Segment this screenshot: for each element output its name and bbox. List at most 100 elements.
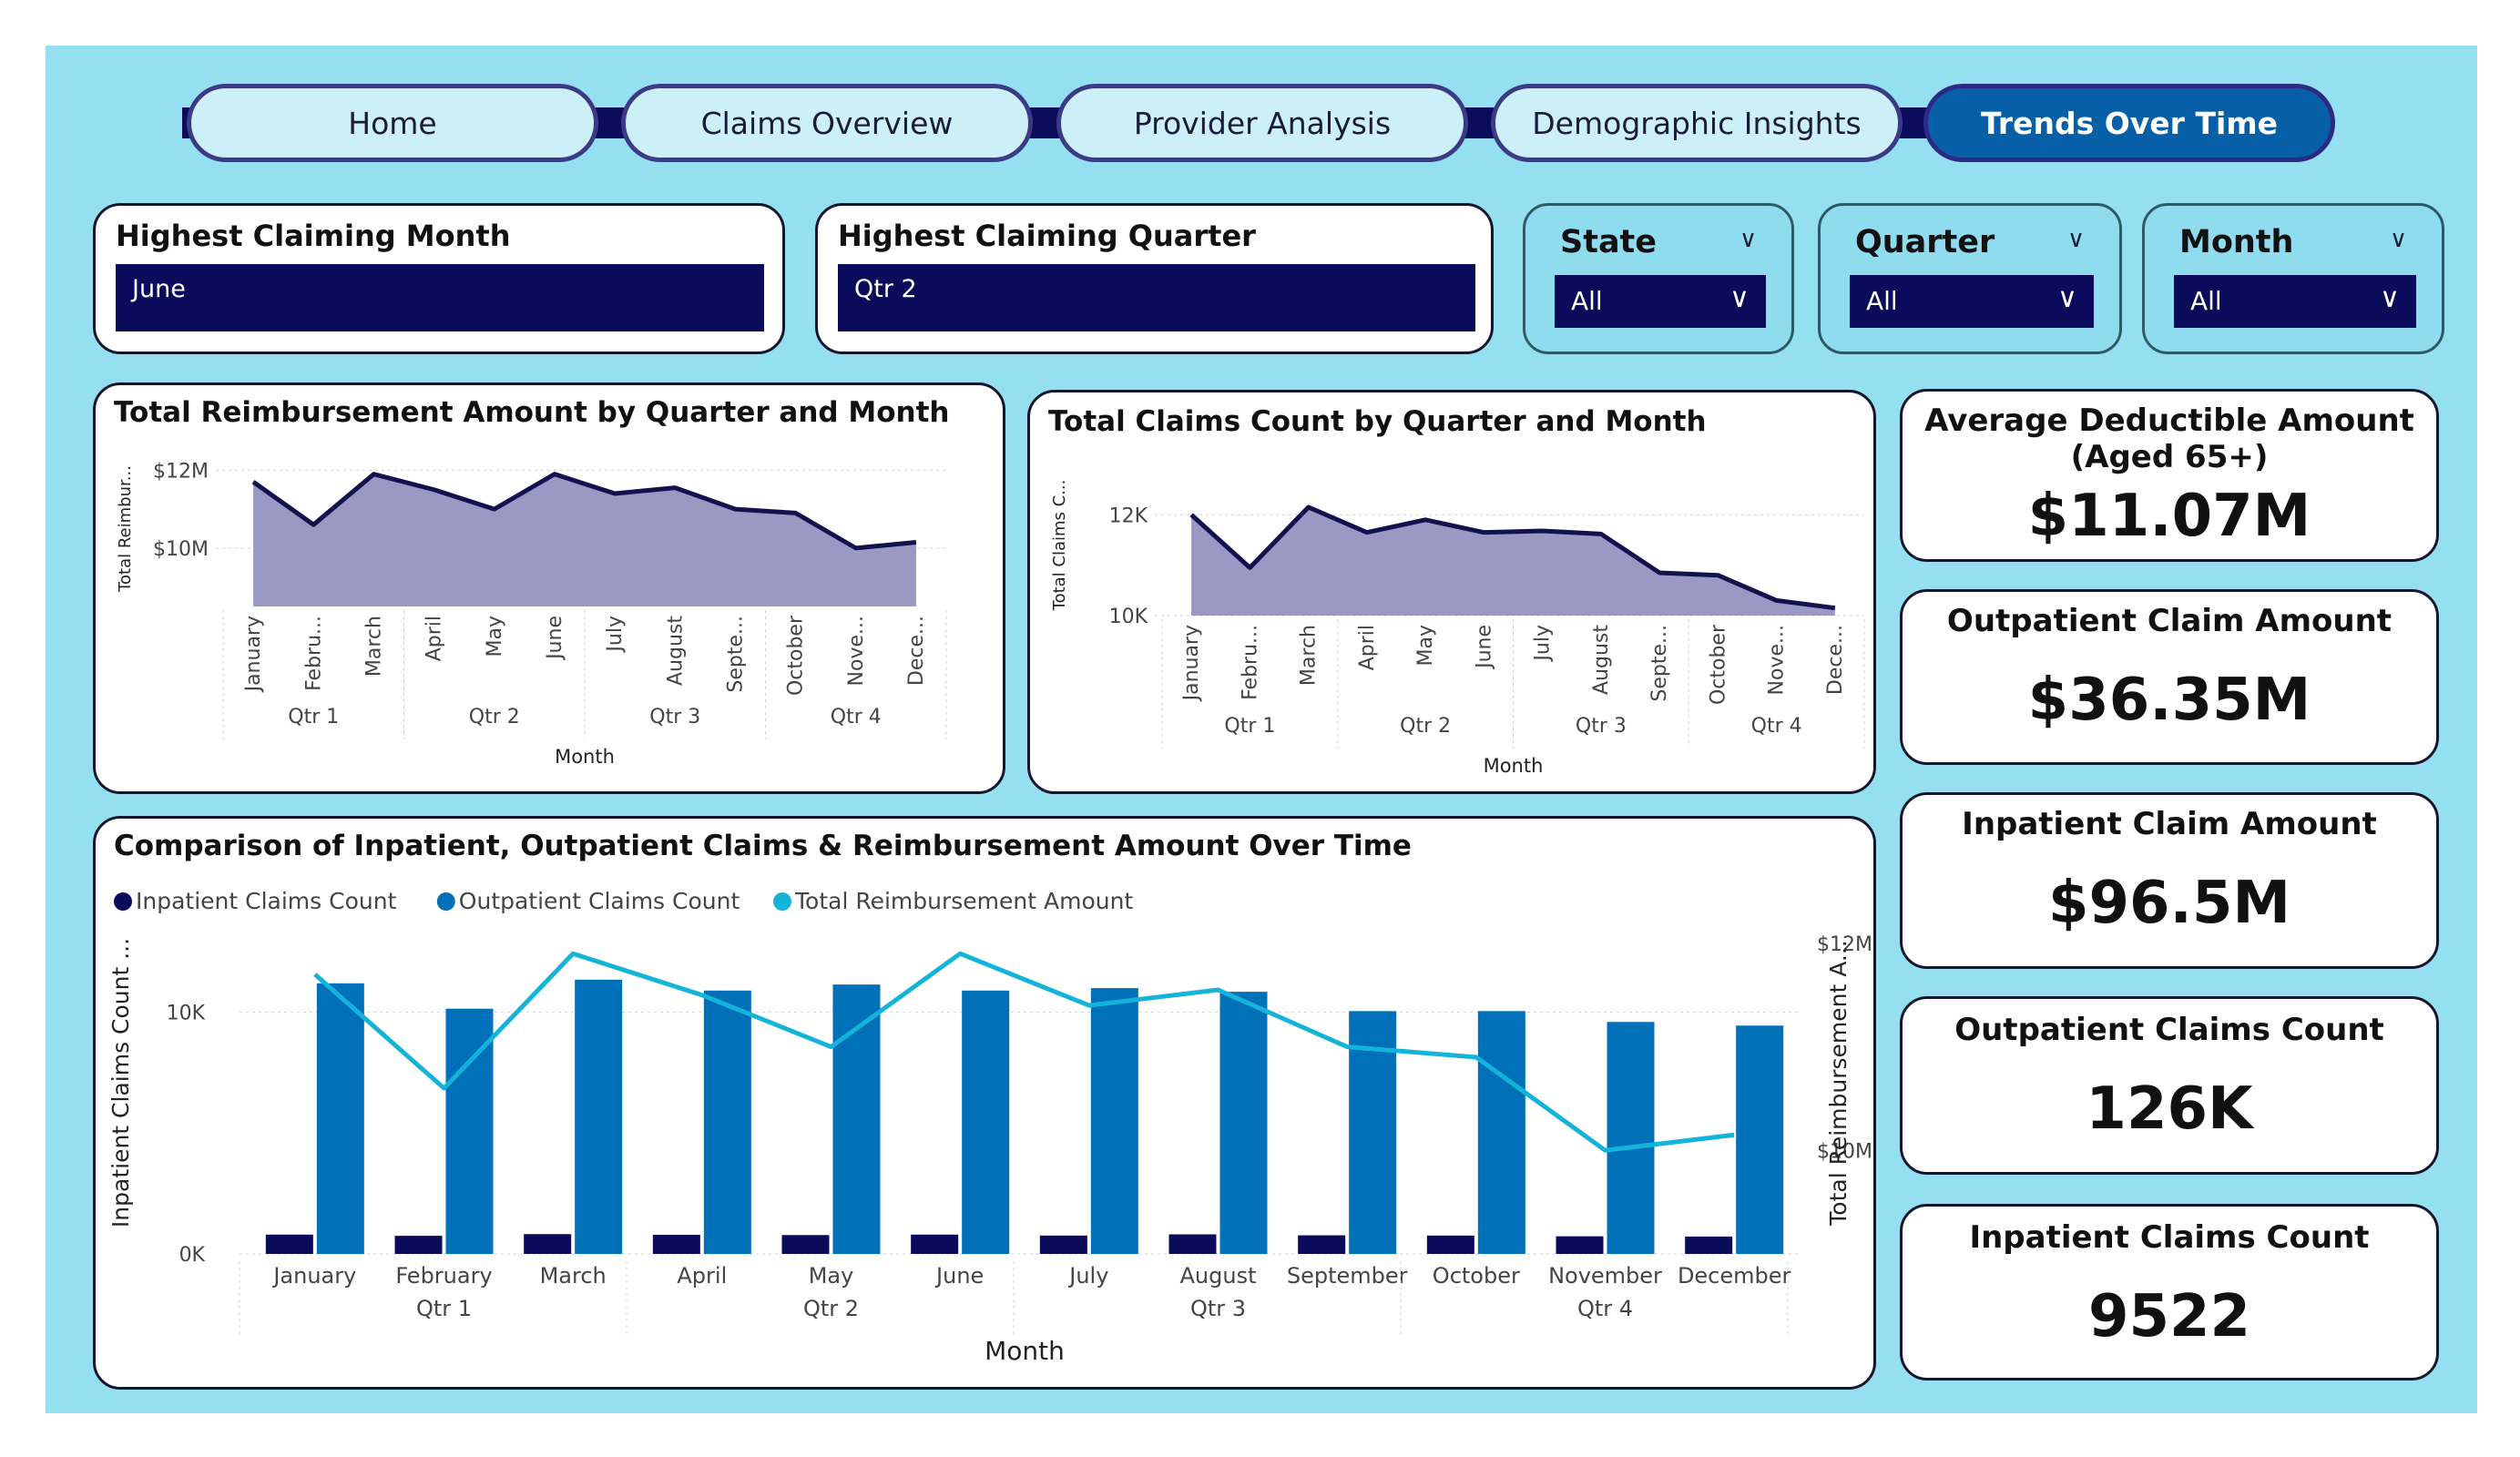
x-tick-label: Febru... [1239,625,1261,700]
x-tick-label: March [1298,625,1321,686]
kpi-title: Outpatient Claims Count [1954,1012,2384,1048]
kpi-title: Inpatient Claims Count [1969,1219,2370,1256]
quarter-label: Qtr 2 [469,706,520,728]
bar-outpatient [1477,1011,1525,1254]
legend-label: Inpatient Claims Count [136,888,397,914]
reimbursement-by-month-card: Total Reimbursement Amount by Quarter an… [93,382,1005,794]
kpi-value: $36.35M [2027,667,2311,734]
y-axis-title: Inpatient Claims Count ... [107,938,134,1228]
x-tick-label: June [934,1263,984,1289]
x-axis-title: Month [555,746,615,768]
kpi-inpatient-count-card: Inpatient Claims Count 9522 [1900,1204,2439,1381]
month-dropdown[interactable]: All ∨ [2174,275,2416,328]
tab-claims-overview[interactable]: Claims Overview [621,84,1033,162]
kpi-title: Average Deductible Amount (Aged 65+) [1924,402,2414,475]
x-tick-label: August [1590,625,1613,695]
y-tick-label: $10M [153,538,209,561]
bar-outpatient [1736,1025,1784,1254]
x-axis-title: Month [1484,755,1544,777]
bar-inpatient [1039,1235,1087,1254]
chart-title: Total Reimbursement Amount by Quarter an… [114,396,950,429]
x-tick-label: May [484,616,506,657]
x-tick-label: February [395,1263,492,1289]
x-tick-label: Dece... [1824,625,1847,695]
x-tick-label: August [1180,1263,1257,1289]
highest-month-value: June [116,264,764,331]
y-tick-label: 10K [1109,606,1148,628]
tab-trends-over-time[interactable]: Trends Over Time [1923,84,2335,162]
bar-inpatient [1685,1236,1733,1254]
chevron-down-icon[interactable]: ∨ [2389,226,2407,253]
highest-quarter-value: Qtr 2 [838,264,1475,331]
x-tick-label: June [1473,625,1495,670]
y2-tick-label: $12M [1817,933,1872,956]
x-tick-label: April [1356,625,1379,670]
x-tick-label: April [677,1263,727,1289]
x-tick-label: Septe... [1648,625,1671,702]
tab-home[interactable]: Home [187,84,598,162]
bar-outpatient [575,979,623,1254]
chevron-down-icon[interactable]: ∨ [2066,226,2085,253]
slicer-value: All [2190,286,2222,316]
y-tick-label: 10K [167,1003,206,1025]
kpi-value: $11.07M [2027,483,2311,550]
kpi-value: 126K [2086,1075,2253,1143]
quarter-label: Qtr 3 [649,706,700,728]
x-tick-label: July [1067,1263,1108,1289]
month-slicer: Month ∨ All ∨ [2142,203,2444,354]
chart-title: Comparison of Inpatient, Outpatient Clai… [114,830,1412,862]
x-tick-label: September [1287,1263,1408,1289]
y-tick-label: 0K [179,1244,206,1267]
x-tick-label: June [544,616,566,661]
bar-outpatient [703,990,751,1254]
y-axis-title: Total Reimbur... [116,465,135,593]
tab-label: Claims Overview [700,105,954,141]
kpi-title: Outpatient Claim Amount [1946,603,2392,639]
tab-demographic-insights[interactable]: Demographic Insights [1491,84,1903,162]
bar-inpatient [652,1235,700,1254]
slicer-title: Month [2179,224,2294,260]
reimbursement-area-chart: Total Reimbursement Amount by Quarter an… [114,396,950,768]
quarter-label: Qtr 1 [288,706,339,728]
slicer-title: State [1560,224,1658,260]
series-line [1189,504,1836,611]
x-tick-label: Febru... [302,616,325,691]
chevron-down-icon: ∨ [1729,282,1750,314]
chevron-down-icon: ∨ [2057,282,2077,314]
chevron-down-icon[interactable]: ∨ [1739,226,1757,253]
slicer-title: Quarter [1855,224,1995,260]
quarter-label: Qtr 4 [831,706,882,728]
legend-marker [436,892,455,911]
bar-inpatient [265,1234,313,1254]
bar-inpatient [394,1236,443,1254]
x-tick-label: Dece... [905,616,928,686]
slicer-value: All [1866,286,1898,316]
x-axis-title: Month [985,1336,1065,1366]
x-tick-label: October [1707,624,1729,705]
chart-title: Total Claims Count by Quarter and Month [1048,405,1707,438]
chevron-down-icon: ∨ [2380,282,2400,314]
bar-inpatient [781,1235,830,1254]
reimbursement-line [313,951,1735,1153]
y2-axis-title: Total Reimbursement A... [1825,940,1852,1227]
y2-tick-label: $10M [1817,1140,1872,1163]
bar-outpatient [1219,992,1268,1254]
state-dropdown[interactable]: All ∨ [1555,275,1766,328]
quarter-dropdown[interactable]: All ∨ [1850,275,2094,328]
bar-inpatient [1298,1235,1346,1254]
tab-provider-analysis[interactable]: Provider Analysis [1056,84,1468,162]
bar-outpatient [445,1008,494,1254]
x-tick-label: November [1548,1263,1662,1289]
tab-label: Home [348,105,437,141]
kpi-avg-deductible-card: Average Deductible Amount (Aged 65+) $11… [1900,389,2439,562]
quarter-label: Qtr 2 [803,1296,859,1321]
x-tick-label: July [604,616,627,654]
quarter-slicer: Quarter ∨ All ∨ [1818,203,2122,354]
kpi-value: $96.5M [2047,870,2291,937]
claims-count-by-month-card: Total Claims Count by Quarter and Month T… [1027,390,1876,794]
bar-outpatient [1607,1022,1655,1254]
tab-label: Demographic Insights [1532,105,1862,141]
quarter-label: Qtr 4 [1751,715,1802,738]
card-title: Highest Claiming Quarter [838,219,1256,253]
bar-inpatient [1556,1236,1604,1254]
